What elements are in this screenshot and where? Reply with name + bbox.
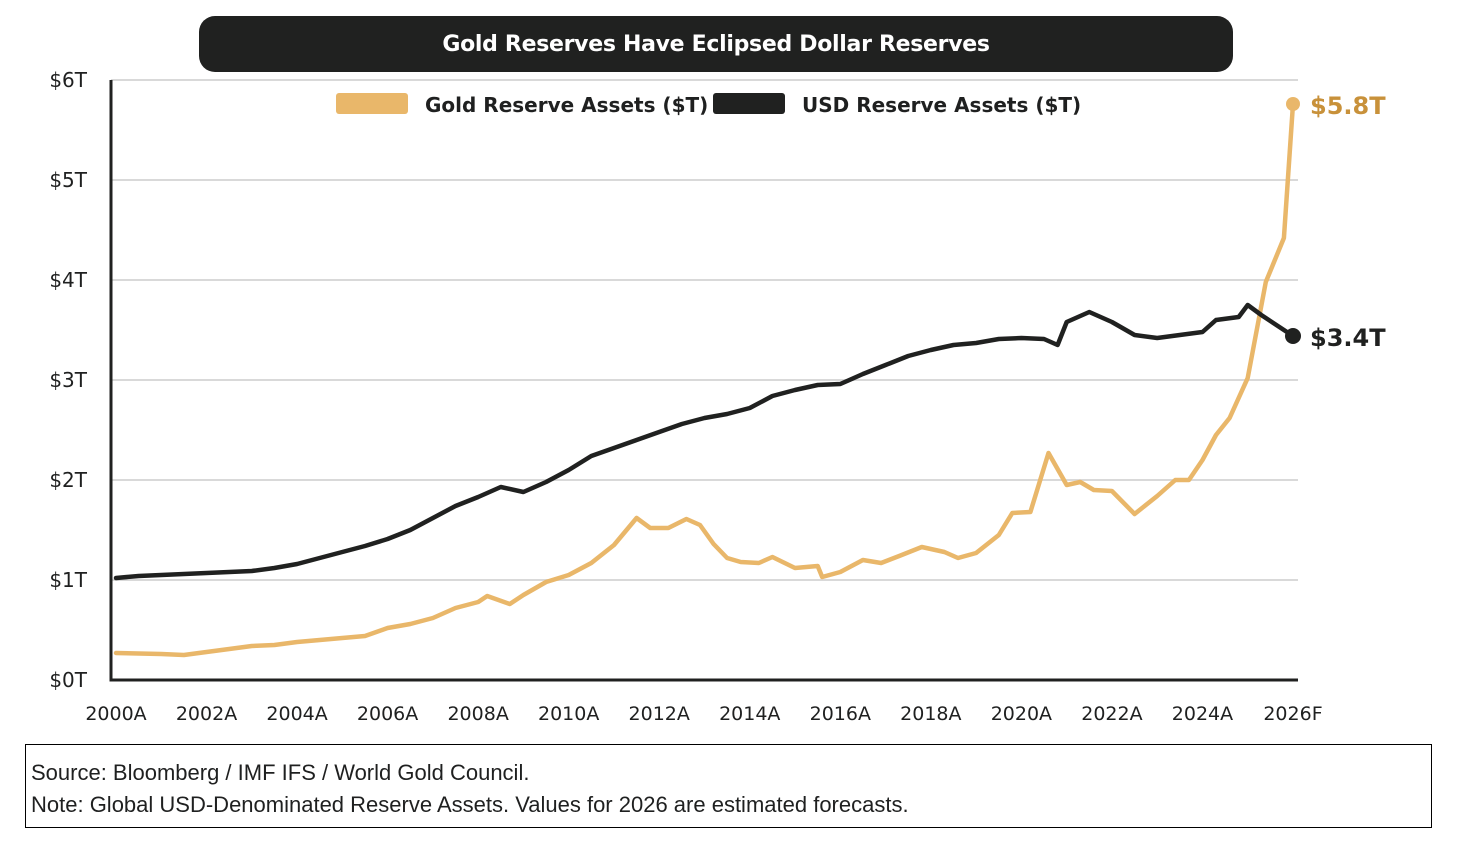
end-marker-usd [1285, 328, 1301, 344]
x-tick-label: 2024A [1172, 703, 1233, 725]
gridlines [111, 79, 1298, 581]
x-axis-ticks: 2000A 2002A 2004A 2006A 2008A 2010A 2012A 2014A… [85, 703, 1322, 725]
x-tick-label: 2018A [900, 703, 961, 725]
series-line-gold [113, 101, 1296, 658]
y-tick-label: $4T [49, 268, 87, 292]
series-line-usd [113, 302, 1296, 581]
x-tick-label: 2002A [176, 703, 237, 725]
x-tick-label: 2026F [1263, 703, 1322, 725]
x-tick-label: 2000A [85, 703, 146, 725]
x-tick-label: 2020A [991, 703, 1052, 725]
series-lines [113, 97, 1301, 658]
x-tick-label: 2010A [538, 703, 599, 725]
legend-swatch-gold [336, 93, 408, 114]
legend-label-gold: Gold Reserve Assets ($T) [425, 93, 708, 117]
x-tick-label: 2014A [719, 703, 780, 725]
y-tick-label: $0T [49, 668, 87, 692]
source-note-box: Source: Bloomberg / IMF IFS / World Gold… [25, 744, 1432, 828]
chart-title-bar: Gold Reserves Have Eclipsed Dollar Reser… [199, 16, 1233, 72]
y-tick-label: $2T [49, 468, 87, 492]
legend-swatch-usd [713, 93, 785, 114]
y-tick-label: $5T [49, 168, 87, 192]
y-axis-ticks: $0T $1T $2T $3T $4T $5T $6T [49, 68, 87, 692]
x-tick-label: 2004A [266, 703, 327, 725]
end-marker-gold [1286, 97, 1300, 111]
line-chart: $0T$1T$2T$3T$4T$5T$6T 2000A 2002A 2004A 200… [49, 68, 1386, 725]
x-tick-label: 2006A [357, 703, 418, 725]
x-tick-label: 2016A [810, 703, 871, 725]
end-label-usd: $3.4T [1310, 324, 1386, 352]
y-tick-label: $3T [49, 368, 87, 392]
chart-title: Gold Reserves Have Eclipsed Dollar Reser… [442, 31, 990, 57]
source-text: Source: Bloomberg / IMF IFS / World Gold… [31, 760, 530, 785]
legend: Gold Reserve Assets ($T) USD Reserve Ass… [336, 93, 1081, 117]
y-tick-label: $1T [49, 568, 87, 592]
end-label-gold: $5.8T [1310, 92, 1386, 120]
y-tick-label: $6T [49, 68, 87, 92]
note-text: Note: Global USD-Denominated Reserve Ass… [31, 792, 909, 817]
x-tick-label: 2012A [629, 703, 690, 725]
x-tick-label: 2008A [447, 703, 508, 725]
end-labels: $5.8T $3.4T [1310, 92, 1386, 352]
x-tick-label: 2022A [1081, 703, 1142, 725]
legend-label-usd: USD Reserve Assets ($T) [802, 93, 1081, 117]
